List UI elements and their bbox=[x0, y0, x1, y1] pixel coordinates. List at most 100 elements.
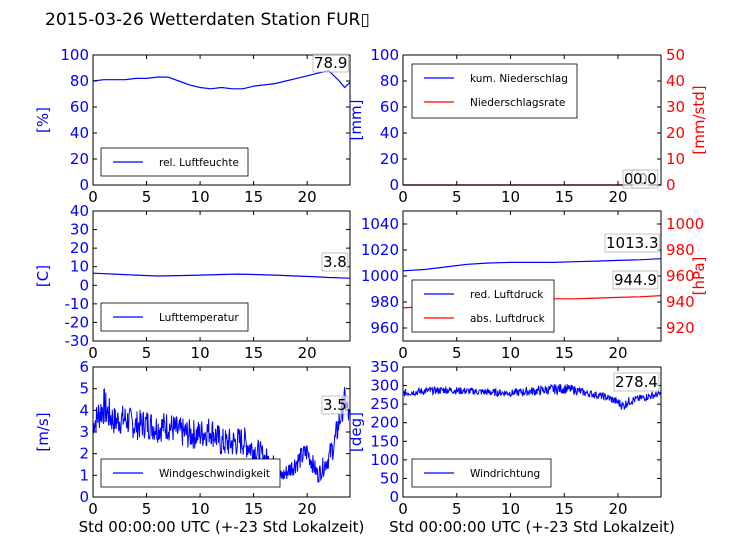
y-right-tick-label-1-0: 0 bbox=[666, 176, 676, 194]
x-tick-label-1-1: 5 bbox=[452, 188, 462, 206]
y-right-tick-label-3-2: 960 bbox=[666, 267, 695, 285]
y-tick-label-2-7: 40 bbox=[70, 202, 89, 220]
y-tick-label-4-0: 0 bbox=[79, 488, 89, 506]
series-line-5-0 bbox=[402, 383, 662, 410]
legend-label-0-0: rel. Luftfeuchte bbox=[159, 157, 239, 169]
legend-label-3-0: red. Luftdruck bbox=[470, 289, 544, 301]
y-right-tick-label-3-3: 980 bbox=[666, 241, 695, 259]
y-tick-label-5-2: 100 bbox=[370, 451, 399, 469]
x-tick-label-4-0: 0 bbox=[88, 500, 98, 518]
y-tick-label-5-4: 200 bbox=[370, 414, 399, 432]
x-tick-label-5-1: 5 bbox=[452, 500, 462, 518]
value-annotation-4-0: 3.5 bbox=[323, 396, 347, 414]
x-tick-label-2-3: 15 bbox=[244, 344, 263, 362]
y-tick-label-2-2: -10 bbox=[65, 295, 90, 313]
y-tick-label-1-1: 20 bbox=[380, 150, 399, 168]
value-annotation-box-5-0 bbox=[613, 372, 660, 392]
value-annotation-5-0: 278.4 bbox=[615, 373, 658, 391]
value-annotation-1-1: 0.0 bbox=[633, 170, 657, 188]
y-tick-label-3-1: 980 bbox=[370, 293, 399, 311]
y-axis-label-2: [C] bbox=[34, 265, 52, 287]
y-tick-label-4-6: 6 bbox=[79, 358, 89, 376]
x-tick-label-2-0: 0 bbox=[88, 344, 98, 362]
x-tick-label-5-0: 0 bbox=[398, 500, 408, 518]
x-tick-label-0-3: 15 bbox=[244, 188, 263, 206]
y-right-tick-label-3-0: 920 bbox=[666, 319, 695, 337]
legend-box-1 bbox=[411, 63, 578, 119]
x-tick-label-5-2: 10 bbox=[501, 500, 520, 518]
y-tick-label-0-0: 0 bbox=[79, 176, 89, 194]
x-tick-label-3-2: 10 bbox=[501, 344, 520, 362]
y-tick-label-0-3: 60 bbox=[70, 98, 89, 116]
y-axis-label-5: [deg] bbox=[347, 412, 365, 452]
y-tick-label-3-4: 1040 bbox=[361, 215, 399, 233]
y-tick-label-5-1: 50 bbox=[380, 469, 399, 487]
y-tick-label-4-3: 3 bbox=[79, 423, 89, 441]
value-annotation-3-0: 1013.3 bbox=[606, 234, 659, 252]
x-tick-label-4-4: 20 bbox=[298, 500, 317, 518]
y-tick-label-0-1: 20 bbox=[70, 150, 89, 168]
x-tick-label-0-2: 10 bbox=[191, 188, 210, 206]
y-axis-label-1: [mm] bbox=[347, 100, 365, 141]
legend-label-5-0: Windrichtung bbox=[470, 468, 540, 480]
series-line-3-0 bbox=[402, 258, 662, 272]
x-tick-label-1-2: 10 bbox=[501, 188, 520, 206]
y-tick-label-2-5: 20 bbox=[70, 239, 89, 257]
x-tick-label-1-4: 20 bbox=[608, 188, 627, 206]
y-right-tick-label-1-1: 10 bbox=[666, 150, 685, 168]
x-tick-label-4-1: 5 bbox=[142, 500, 152, 518]
y-axis-label-4: [m/s] bbox=[34, 412, 52, 451]
legend-label-1-1: Niederschlagsrate bbox=[470, 97, 565, 109]
value-annotation-box-0-0 bbox=[312, 53, 349, 73]
x-tick-label-2-4: 20 bbox=[298, 344, 317, 362]
x-tick-label-2-2: 10 bbox=[191, 344, 210, 362]
x-axis-label-4: Std 00:00:00 UTC (+-23 Std Lokalzeit) bbox=[79, 518, 365, 536]
y-tick-label-2-6: 30 bbox=[70, 221, 89, 239]
x-tick-label-0-4: 20 bbox=[298, 188, 317, 206]
y-tick-label-4-2: 2 bbox=[79, 445, 89, 463]
value-annotation-2-0: 3.8 bbox=[323, 253, 347, 271]
figure-title: 2015-03-26 Wetterdaten Station FUR▯ bbox=[45, 10, 370, 30]
legend-label-4-0: Windgeschwindigkeit bbox=[159, 468, 270, 480]
y-right-tick-label-1-2: 20 bbox=[666, 124, 685, 142]
y-tick-label-2-4: 10 bbox=[70, 258, 89, 276]
series-line-0-0 bbox=[92, 69, 351, 90]
x-tick-label-0-0: 0 bbox=[88, 188, 98, 206]
x-tick-label-2-1: 5 bbox=[142, 344, 152, 362]
y-tick-label-3-2: 1000 bbox=[361, 267, 399, 285]
x-tick-label-3-0: 0 bbox=[398, 344, 408, 362]
y-tick-label-0-2: 40 bbox=[70, 124, 89, 142]
x-tick-label-1-0: 0 bbox=[398, 188, 408, 206]
value-annotation-box-2-0 bbox=[321, 252, 349, 272]
y-tick-label-3-3: 1020 bbox=[361, 241, 399, 259]
y-tick-label-1-0: 0 bbox=[389, 176, 399, 194]
y-right-axis-label-1: [mm/std] bbox=[690, 85, 708, 154]
y-tick-label-5-7: 350 bbox=[370, 358, 399, 376]
y-tick-label-0-4: 80 bbox=[70, 72, 89, 90]
series-line-4-0 bbox=[92, 387, 351, 483]
legend-box-3 bbox=[411, 279, 555, 333]
y-right-tick-label-1-3: 30 bbox=[666, 98, 685, 116]
value-annotation-3-1: 944.9 bbox=[614, 271, 657, 289]
y-tick-label-5-3: 150 bbox=[370, 432, 399, 450]
value-annotation-box-3-1 bbox=[612, 270, 659, 290]
x-tick-label-5-4: 20 bbox=[608, 500, 627, 518]
y-tick-label-0-5: 100 bbox=[60, 46, 89, 64]
series-line-2-0 bbox=[92, 272, 351, 279]
y-tick-label-5-5: 250 bbox=[370, 395, 399, 413]
y-tick-label-2-1: -20 bbox=[65, 313, 90, 331]
y-axis-label-0: [%] bbox=[34, 107, 52, 133]
y-right-tick-label-1-4: 40 bbox=[666, 72, 685, 90]
legend-label-1-0: kum. Niederschlag bbox=[470, 73, 568, 85]
x-axis-label-5: Std 00:00:00 UTC (+-23 Std Lokalzeit) bbox=[389, 518, 675, 536]
plot-frame-1 bbox=[402, 54, 662, 186]
x-tick-label-3-4: 20 bbox=[608, 344, 627, 362]
x-tick-label-0-1: 5 bbox=[142, 188, 152, 206]
y-tick-label-4-4: 4 bbox=[79, 401, 89, 419]
y-tick-label-1-3: 60 bbox=[380, 98, 399, 116]
value-annotation-box-1-1 bbox=[631, 169, 659, 189]
x-tick-label-3-3: 15 bbox=[555, 344, 574, 362]
legend-label-3-1: abs. Luftdruck bbox=[470, 313, 546, 325]
y-tick-label-2-0: -30 bbox=[65, 332, 90, 350]
